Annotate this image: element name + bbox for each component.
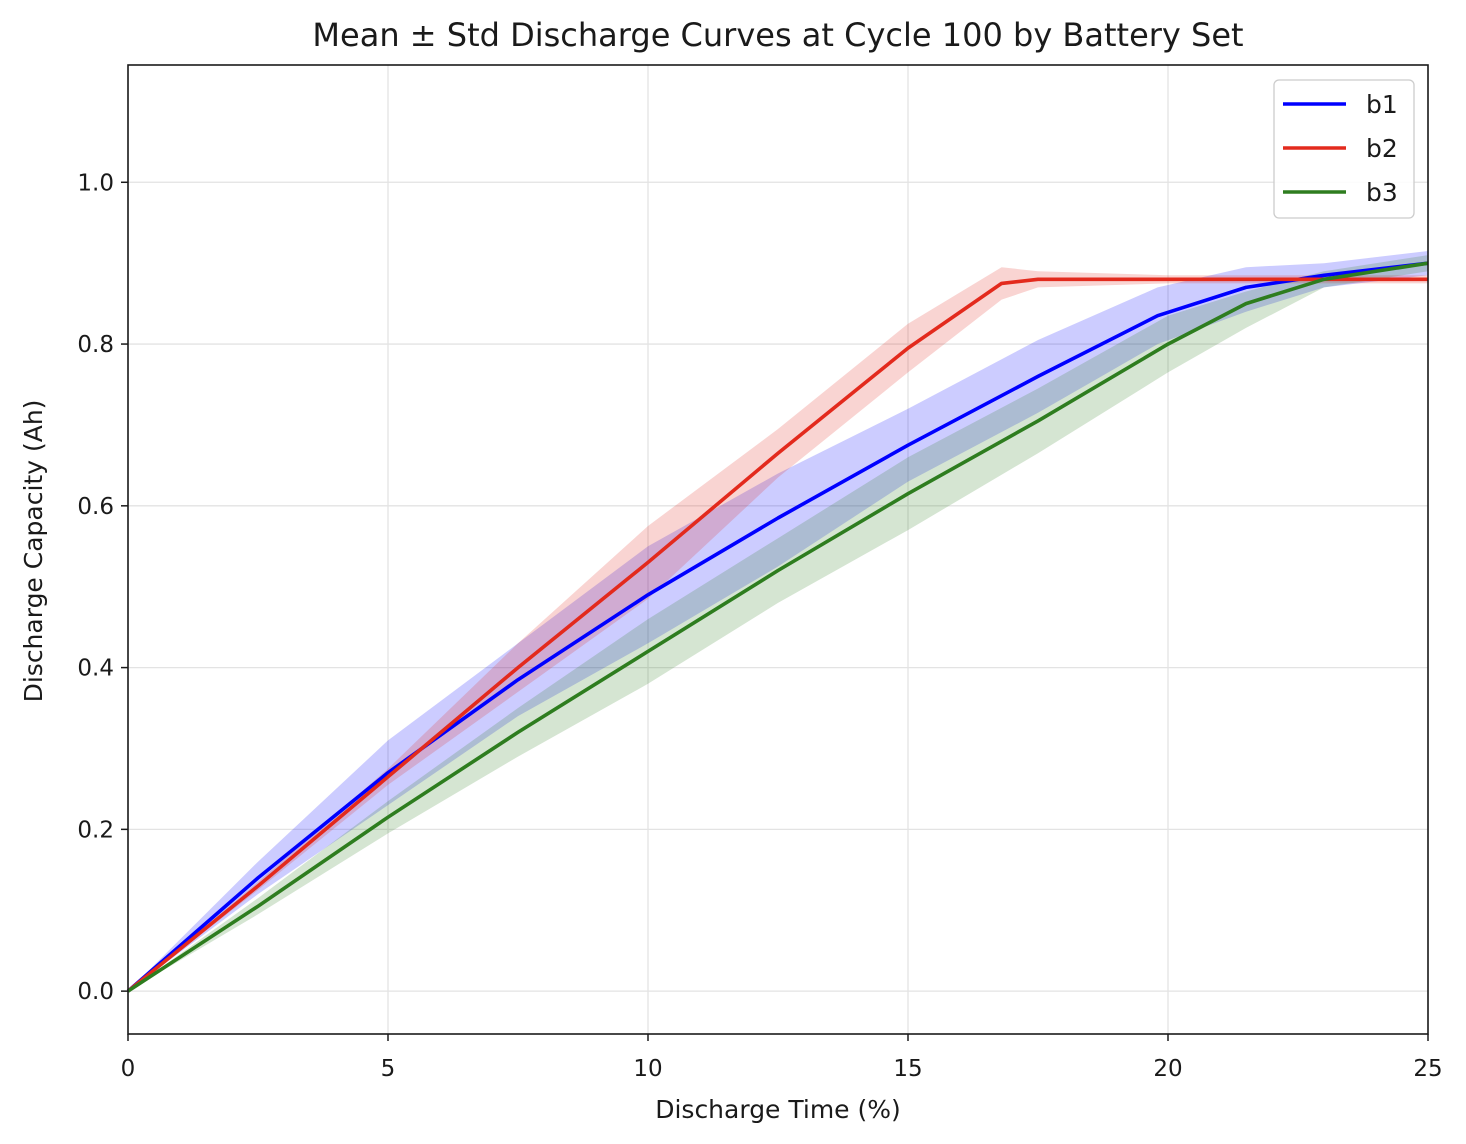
mean-line-b2: [126, 277, 1428, 993]
legend: b1 b2 b3: [1273, 79, 1415, 219]
x-tick-label: 15: [893, 1056, 922, 1082]
y-tick-label: 0.2: [77, 817, 114, 843]
legend-label-b2: b2: [1366, 134, 1398, 163]
plot-frame: [127, 64, 1429, 1035]
mean-lines: [126, 261, 1429, 993]
x-tick-label: 20: [1153, 1056, 1182, 1082]
chart-title: Mean ± Std Discharge Curves at Cycle 100…: [312, 16, 1243, 54]
x-tick-label: 5: [381, 1056, 396, 1082]
x-tick-label: 25: [1413, 1056, 1442, 1082]
y-tick-label: 0.0: [77, 979, 114, 1005]
std-band-b3: [128, 255, 1428, 992]
std-band-b1: [128, 251, 1428, 992]
legend-label-b1: b1: [1366, 90, 1398, 119]
y-tick-label: 0.8: [77, 332, 114, 358]
y-tick-label: 0.6: [77, 494, 114, 520]
y-axis-ticks: 0.0 0.2 0.4 0.6 0.8 1.0: [77, 170, 128, 1005]
mean-line-b1: [126, 261, 1429, 993]
std-band-b2: [128, 267, 1428, 992]
legend-label-b3: b3: [1366, 178, 1398, 207]
x-axis-label: Discharge Time (%): [655, 1095, 901, 1124]
mean-line-b3: [127, 261, 1429, 993]
x-tick-label: 10: [633, 1056, 662, 1082]
y-axis-label: Discharge Capacity (Ah): [19, 400, 48, 703]
y-tick-label: 0.4: [77, 656, 114, 682]
std-bands: [128, 251, 1428, 992]
x-axis-ticks: 0 5 10 15 20 25: [121, 1034, 1443, 1082]
y-tick-label: 1.0: [77, 170, 114, 196]
x-tick-label: 0: [121, 1056, 136, 1082]
